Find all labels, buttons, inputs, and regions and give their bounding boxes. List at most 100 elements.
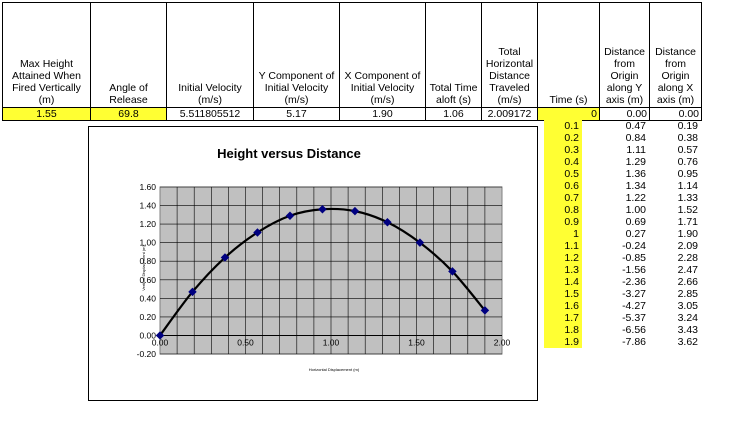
data-point xyxy=(415,238,425,247)
data-point xyxy=(448,267,457,276)
y-tick-label: 0.20 xyxy=(139,312,156,322)
cell-y-distance[interactable]: 0.84 xyxy=(625,132,646,144)
header-x-distance[interactable]: Distance from Origin along X axis (m) xyxy=(649,2,702,108)
cell-x-distance[interactable]: 0.57 xyxy=(677,144,698,156)
x-tick-label: 0.00 xyxy=(152,337,169,347)
cell-x-distance[interactable]: 3.43 xyxy=(677,324,698,336)
cell-initial-velocity[interactable]: 5.511805512 xyxy=(166,107,254,121)
cell-x-distance[interactable]: 0.19 xyxy=(677,120,698,132)
cell-x-distance[interactable]: 1.71 xyxy=(677,216,698,228)
cell-y-distance[interactable]: -7.86 xyxy=(622,336,646,348)
header-angle[interactable]: Angle of Release xyxy=(90,2,167,108)
cell-y-distance[interactable]: -0.24 xyxy=(622,240,646,252)
cell-time[interactable]: 1.5 xyxy=(544,288,582,300)
header-x-component[interactable]: X Component of Initial Velocity (m/s) xyxy=(339,2,426,108)
cell-x-distance[interactable]: 1.52 xyxy=(677,204,698,216)
cell-time[interactable]: 1.1 xyxy=(544,240,582,252)
cell-time[interactable]: 0.7 xyxy=(544,192,582,204)
cell-time[interactable]: 0.9 xyxy=(544,216,582,228)
cell-x-distance[interactable]: 3.24 xyxy=(677,312,698,324)
cell-time[interactable]: 0.3 xyxy=(544,144,582,156)
cell-time[interactable]: 1.8 xyxy=(544,324,582,336)
cell-y-distance[interactable]: -0.85 xyxy=(622,252,646,264)
cell-x-distance[interactable]: 1.90 xyxy=(677,228,698,240)
x-tick-label: 1.00 xyxy=(323,337,340,347)
cell-y-distance[interactable]: 0.00 xyxy=(599,107,650,121)
header-y-distance[interactable]: Distance from Origin along Y axis (m) xyxy=(599,2,650,108)
cell-y-distance[interactable]: 1.11 xyxy=(626,144,646,156)
table-row: 0.1 0.47 0.19 xyxy=(544,120,701,132)
cell-total-distance[interactable]: 2.009172 xyxy=(481,107,538,121)
table-row: 1 0.27 1.90 xyxy=(544,228,701,240)
cell-y-distance[interactable]: -3.27 xyxy=(622,288,646,300)
cell-time[interactable]: 1.2 xyxy=(544,252,582,264)
cell-x-component[interactable]: 1.90 xyxy=(339,107,426,121)
data-point xyxy=(220,253,230,262)
cell-max-height[interactable]: 1.55 xyxy=(2,107,91,121)
table-row: 1.2 -0.85 2.28 xyxy=(544,252,701,264)
cell-time[interactable]: 0.6 xyxy=(544,180,582,192)
cell-time[interactable]: 0 xyxy=(537,107,600,121)
cell-y-distance[interactable]: -2.36 xyxy=(622,276,646,288)
header-initial-velocity[interactable]: Initial Velocity (m/s) xyxy=(166,2,254,108)
cell-x-distance[interactable]: 2.47 xyxy=(677,264,698,276)
values-row: 1.55 69.8 5.511805512 5.17 1.90 1.06 2.0… xyxy=(2,107,702,121)
header-y-component[interactable]: Y Component of Initial Velocity (m/s) xyxy=(253,2,340,108)
table-row: 1.1 -0.24 2.09 xyxy=(544,240,701,252)
cell-x-distance[interactable]: 3.62 xyxy=(677,336,698,348)
header-total-time[interactable]: Total Time aloft (s) xyxy=(425,2,482,108)
cell-x-distance[interactable]: 0.76 xyxy=(677,156,698,168)
cell-time[interactable]: 1.4 xyxy=(544,276,582,288)
x-axis-label: Horizontal Displacement (m) xyxy=(309,367,360,372)
chart-title: Height versus Distance xyxy=(217,146,361,161)
cell-time[interactable]: 1 xyxy=(544,228,582,240)
cell-time[interactable]: 1.7 xyxy=(544,312,582,324)
cell-x-distance[interactable]: 0.38 xyxy=(677,132,698,144)
cell-y-distance[interactable]: 0.27 xyxy=(625,228,646,240)
data-point xyxy=(155,331,165,340)
cell-x-distance[interactable]: 0.00 xyxy=(649,107,702,121)
cell-y-distance[interactable]: -5.37 xyxy=(622,312,646,324)
cell-time[interactable]: 1.6 xyxy=(544,300,582,312)
chart-svg: Height versus Distance Horizontal Displa… xyxy=(137,146,511,372)
cell-time[interactable]: 0.5 xyxy=(544,168,582,180)
cell-y-distance[interactable]: -1.56 xyxy=(622,264,646,276)
cell-time[interactable]: 0.8 xyxy=(544,204,582,216)
cell-time[interactable]: 0.4 xyxy=(544,156,582,168)
cell-y-component[interactable]: 5.17 xyxy=(253,107,340,121)
cell-angle[interactable]: 69.8 xyxy=(90,107,167,121)
cell-x-distance[interactable]: 0.95 xyxy=(677,168,698,180)
cell-time[interactable]: 0.2 xyxy=(544,132,582,144)
cell-x-distance[interactable]: 1.14 xyxy=(677,180,698,192)
cell-y-distance[interactable]: -4.27 xyxy=(622,300,646,312)
height-vs-distance-chart[interactable]: Height versus Distance Horizontal Displa… xyxy=(88,126,538,401)
cell-y-distance[interactable]: 1.36 xyxy=(625,168,646,180)
y-tick-label: 1.60 xyxy=(139,182,156,192)
cell-y-distance[interactable]: -6.56 xyxy=(622,324,646,336)
table-row: 1.7 -5.37 3.24 xyxy=(544,312,701,324)
header-total-distance[interactable]: Total Horizontal Distance Traveled (m/s) xyxy=(481,2,538,108)
cell-y-distance[interactable]: 1.29 xyxy=(625,156,646,168)
cell-time[interactable]: 1.3 xyxy=(544,264,582,276)
cell-y-distance[interactable]: 0.47 xyxy=(625,120,646,132)
table-row: 1.5 -3.27 2.85 xyxy=(544,288,701,300)
header-max-height[interactable]: Max Height Attained When Fired Verticall… xyxy=(2,2,91,108)
cell-x-distance[interactable]: 2.85 xyxy=(677,288,698,300)
x-tick-label: 2.00 xyxy=(494,337,511,347)
cell-x-distance[interactable]: 2.28 xyxy=(677,252,698,264)
cell-y-distance[interactable]: 0.69 xyxy=(625,216,646,228)
cell-y-distance[interactable]: 1.00 xyxy=(625,204,646,216)
cell-time[interactable]: 0.1 xyxy=(544,120,582,132)
cell-x-distance[interactable]: 2.66 xyxy=(677,276,698,288)
y-tick-label: 1.40 xyxy=(139,201,156,211)
cell-y-distance[interactable]: 1.34 xyxy=(625,180,646,192)
cell-x-distance[interactable]: 3.05 xyxy=(677,300,698,312)
header-row: Max Height Attained When Fired Verticall… xyxy=(2,2,702,108)
cell-x-distance[interactable]: 1.33 xyxy=(677,192,698,204)
cell-x-distance[interactable]: 2.09 xyxy=(677,240,698,252)
header-time[interactable]: Time (s) xyxy=(537,2,600,108)
y-tick-label: -0.20 xyxy=(137,349,157,359)
cell-time[interactable]: 1.9 xyxy=(544,336,582,348)
cell-total-time[interactable]: 1.06 xyxy=(425,107,482,121)
cell-y-distance[interactable]: 1.22 xyxy=(625,192,646,204)
